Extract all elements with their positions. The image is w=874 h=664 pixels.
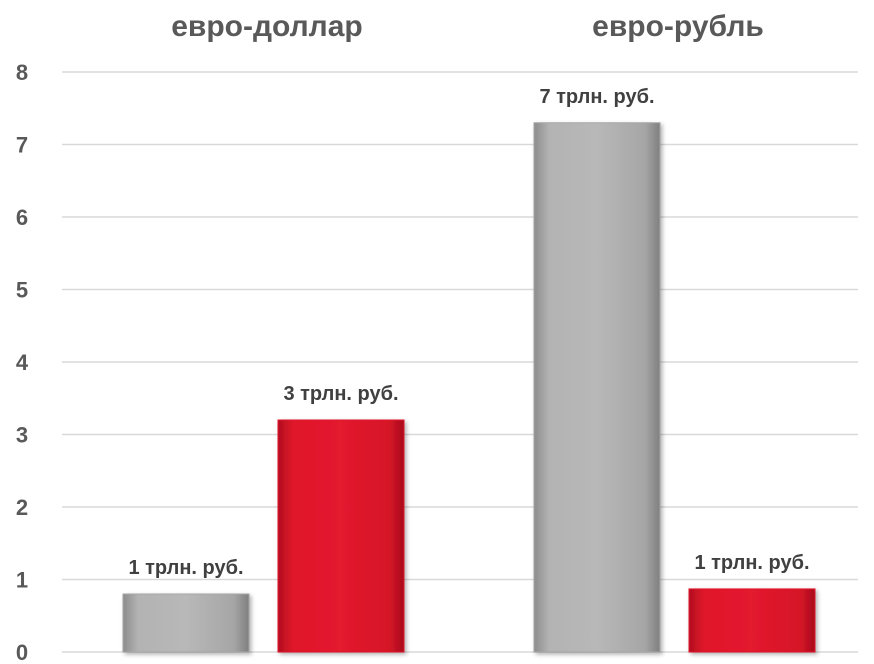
data-label-series-0-cat-0: 1 трлн. руб. (128, 557, 243, 579)
y-tick-label: 0 (16, 640, 28, 664)
y-tick-label: 6 (16, 205, 28, 230)
data-label-series-1-cat-0: 3 трлн. руб. (283, 383, 398, 405)
bars (122, 122, 816, 653)
data-labels: 1 трлн. руб. 7 трлн. руб. 3 трлн. руб. 1 тр… (128, 86, 809, 579)
y-tick-label: 3 (16, 423, 28, 448)
data-label-series-0-cat-1: 7 трлн. руб. (539, 86, 654, 108)
bar-series-0-cat-1 (533, 122, 661, 653)
gridlines (62, 71, 858, 653)
y-tick-label: 4 (16, 350, 29, 375)
y-tick-label: 7 (16, 133, 28, 158)
group-title-eur-rub: евро-рубль (592, 10, 764, 43)
y-tick-label: 2 (16, 495, 28, 520)
bar-series-1-cat-0 (277, 419, 405, 653)
bar-series-0-cat-0 (122, 593, 250, 653)
bar-series-1-cat-1 (688, 588, 816, 653)
data-label-series-1-cat-1: 1 трлн. руб. (694, 552, 809, 574)
y-tick-label: 5 (16, 278, 28, 303)
y-axis-ticks: 0 1 2 3 4 5 6 7 8 (16, 60, 29, 664)
group-titles: евро-доллар евро-рубль (171, 10, 764, 43)
y-tick-label: 8 (16, 60, 28, 85)
group-title-eur-usd: евро-доллар (171, 10, 363, 43)
y-tick-label: 1 (16, 568, 28, 593)
